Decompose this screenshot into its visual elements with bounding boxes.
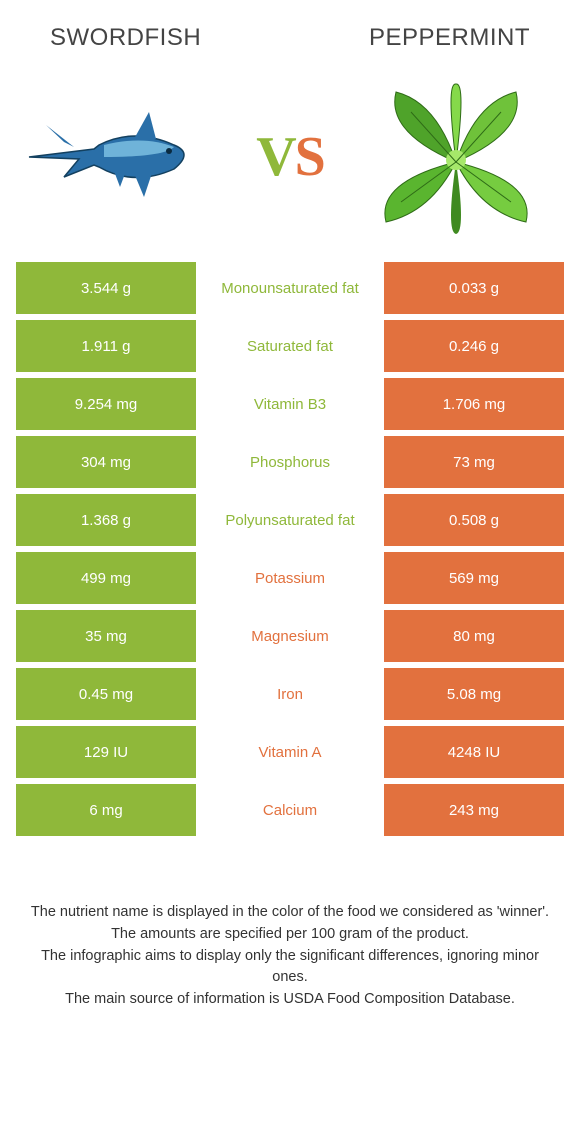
peppermint-image (356, 72, 556, 242)
header: SWORDFISH PEPPERMINT (0, 0, 580, 62)
cell-nutrient-name: Iron (196, 668, 384, 720)
cell-right-value: 243 mg (384, 784, 564, 836)
cell-nutrient-name: Calcium (196, 784, 384, 836)
nutrient-table: 3.544 gMonounsaturated fat0.033 g 1.911 g… (0, 262, 580, 836)
footnote-line: The main source of information is USDA F… (30, 989, 550, 1011)
cell-right-value: 73 mg (384, 436, 564, 488)
cell-left-value: 1.911 g (16, 320, 196, 372)
footnote-line: The infographic aims to display only the… (30, 946, 550, 990)
table-row: 1.368 gPolyunsaturated fat0.508 g (16, 494, 564, 546)
cell-left-value: 3.544 g (16, 262, 196, 314)
table-row: 1.911 gSaturated fat0.246 g (16, 320, 564, 372)
hero-row: VS (0, 62, 580, 262)
cell-nutrient-name: Vitamin A (196, 726, 384, 778)
table-row: 129 IUVitamin A4248 IU (16, 726, 564, 778)
table-row: 304 mgPhosphorus73 mg (16, 436, 564, 488)
cell-nutrient-name: Saturated fat (196, 320, 384, 372)
cell-nutrient-name: Magnesium (196, 610, 384, 662)
title-left: SWORDFISH (50, 24, 201, 52)
cell-right-value: 4248 IU (384, 726, 564, 778)
table-row: 0.45 mgIron5.08 mg (16, 668, 564, 720)
cell-left-value: 1.368 g (16, 494, 196, 546)
table-row: 35 mgMagnesium80 mg (16, 610, 564, 662)
cell-nutrient-name: Potassium (196, 552, 384, 604)
cell-right-value: 0.246 g (384, 320, 564, 372)
vs-s: S (295, 126, 324, 188)
table-row: 3.544 gMonounsaturated fat0.033 g (16, 262, 564, 314)
cell-nutrient-name: Vitamin B3 (196, 378, 384, 430)
cell-left-value: 35 mg (16, 610, 196, 662)
table-row: 6 mgCalcium243 mg (16, 784, 564, 836)
footnote-line: The nutrient name is displayed in the co… (30, 902, 550, 924)
cell-right-value: 5.08 mg (384, 668, 564, 720)
table-row: 499 mgPotassium569 mg (16, 552, 564, 604)
cell-nutrient-name: Phosphorus (196, 436, 384, 488)
cell-right-value: 0.033 g (384, 262, 564, 314)
cell-left-value: 304 mg (16, 436, 196, 488)
footnotes: The nutrient name is displayed in the co… (0, 842, 580, 1011)
cell-right-value: 80 mg (384, 610, 564, 662)
cell-left-value: 9.254 mg (16, 378, 196, 430)
cell-nutrient-name: Polyunsaturated fat (196, 494, 384, 546)
cell-right-value: 0.508 g (384, 494, 564, 546)
vs-v: V (256, 126, 294, 188)
cell-left-value: 0.45 mg (16, 668, 196, 720)
title-right: PEPPERMINT (369, 24, 530, 52)
vs-label: VS (256, 125, 324, 189)
cell-right-value: 569 mg (384, 552, 564, 604)
cell-left-value: 499 mg (16, 552, 196, 604)
cell-left-value: 129 IU (16, 726, 196, 778)
table-row: 9.254 mgVitamin B31.706 mg (16, 378, 564, 430)
footnote-line: The amounts are specified per 100 gram o… (30, 924, 550, 946)
swordfish-image (24, 72, 224, 242)
cell-right-value: 1.706 mg (384, 378, 564, 430)
cell-nutrient-name: Monounsaturated fat (196, 262, 384, 314)
cell-left-value: 6 mg (16, 784, 196, 836)
